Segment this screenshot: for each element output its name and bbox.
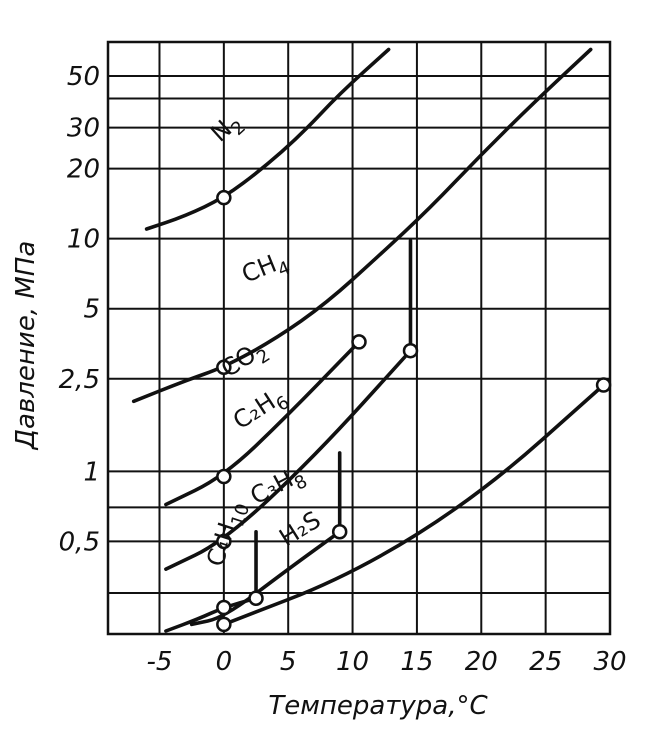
marker-ch4	[216, 359, 232, 376]
y-tick-label: 0,5	[59, 527, 100, 557]
x-tick-label: 5	[280, 647, 297, 677]
x-tick-label: 15	[400, 647, 433, 677]
marker-c2h6	[216, 533, 232, 550]
marker-c3h8	[331, 524, 348, 540]
curve-label-c2h6: C₂H6	[228, 381, 293, 440]
curve-label-h2s: H₂S	[274, 506, 325, 552]
marker-c4h10	[216, 599, 232, 616]
marker-c2h6	[402, 342, 419, 359]
marker-co2	[216, 468, 232, 485]
curve-c2h6	[164, 348, 413, 571]
x-tick-label: -5	[147, 647, 173, 677]
curve-h2s	[222, 383, 606, 627]
x-tick-label: 25	[529, 647, 562, 677]
x-tick-label: 0	[216, 647, 233, 677]
x-tick-label: 30	[593, 647, 626, 677]
y-tick-label: 2,5	[59, 365, 100, 395]
y-tick-label: 20	[67, 155, 100, 185]
x-axis-title: Температура,°С	[268, 691, 488, 721]
y-axis-title: Давление, МПа	[11, 241, 41, 451]
marker-h2s	[595, 377, 612, 393]
y-tick-label: 50	[67, 62, 100, 92]
curve-c4h10	[164, 596, 258, 633]
curve-label-ch4: CH4	[238, 245, 294, 294]
grid	[106, 40, 612, 636]
ticks: -5 0 5 10 15 20 25 30 50 30 20 10 5 2,5 1 0,5	[59, 62, 627, 677]
x-tick-label: 20	[465, 647, 498, 677]
marker-h2s	[216, 616, 232, 633]
x-tick-label: 10	[336, 647, 369, 677]
y-tick-label: 1	[83, 457, 100, 487]
curve-n2	[144, 47, 391, 231]
curve-label-n2: N2	[205, 107, 250, 152]
marker-c4h10	[248, 590, 264, 606]
markers	[216, 189, 612, 633]
y-tick-label: 5	[83, 295, 100, 325]
curves	[131, 47, 606, 633]
marker-co2	[351, 334, 367, 350]
curve-co2	[164, 340, 361, 507]
y-tick-label: 10	[67, 225, 100, 255]
y-tick-label: 30	[67, 114, 100, 144]
marker-n2	[216, 189, 232, 206]
